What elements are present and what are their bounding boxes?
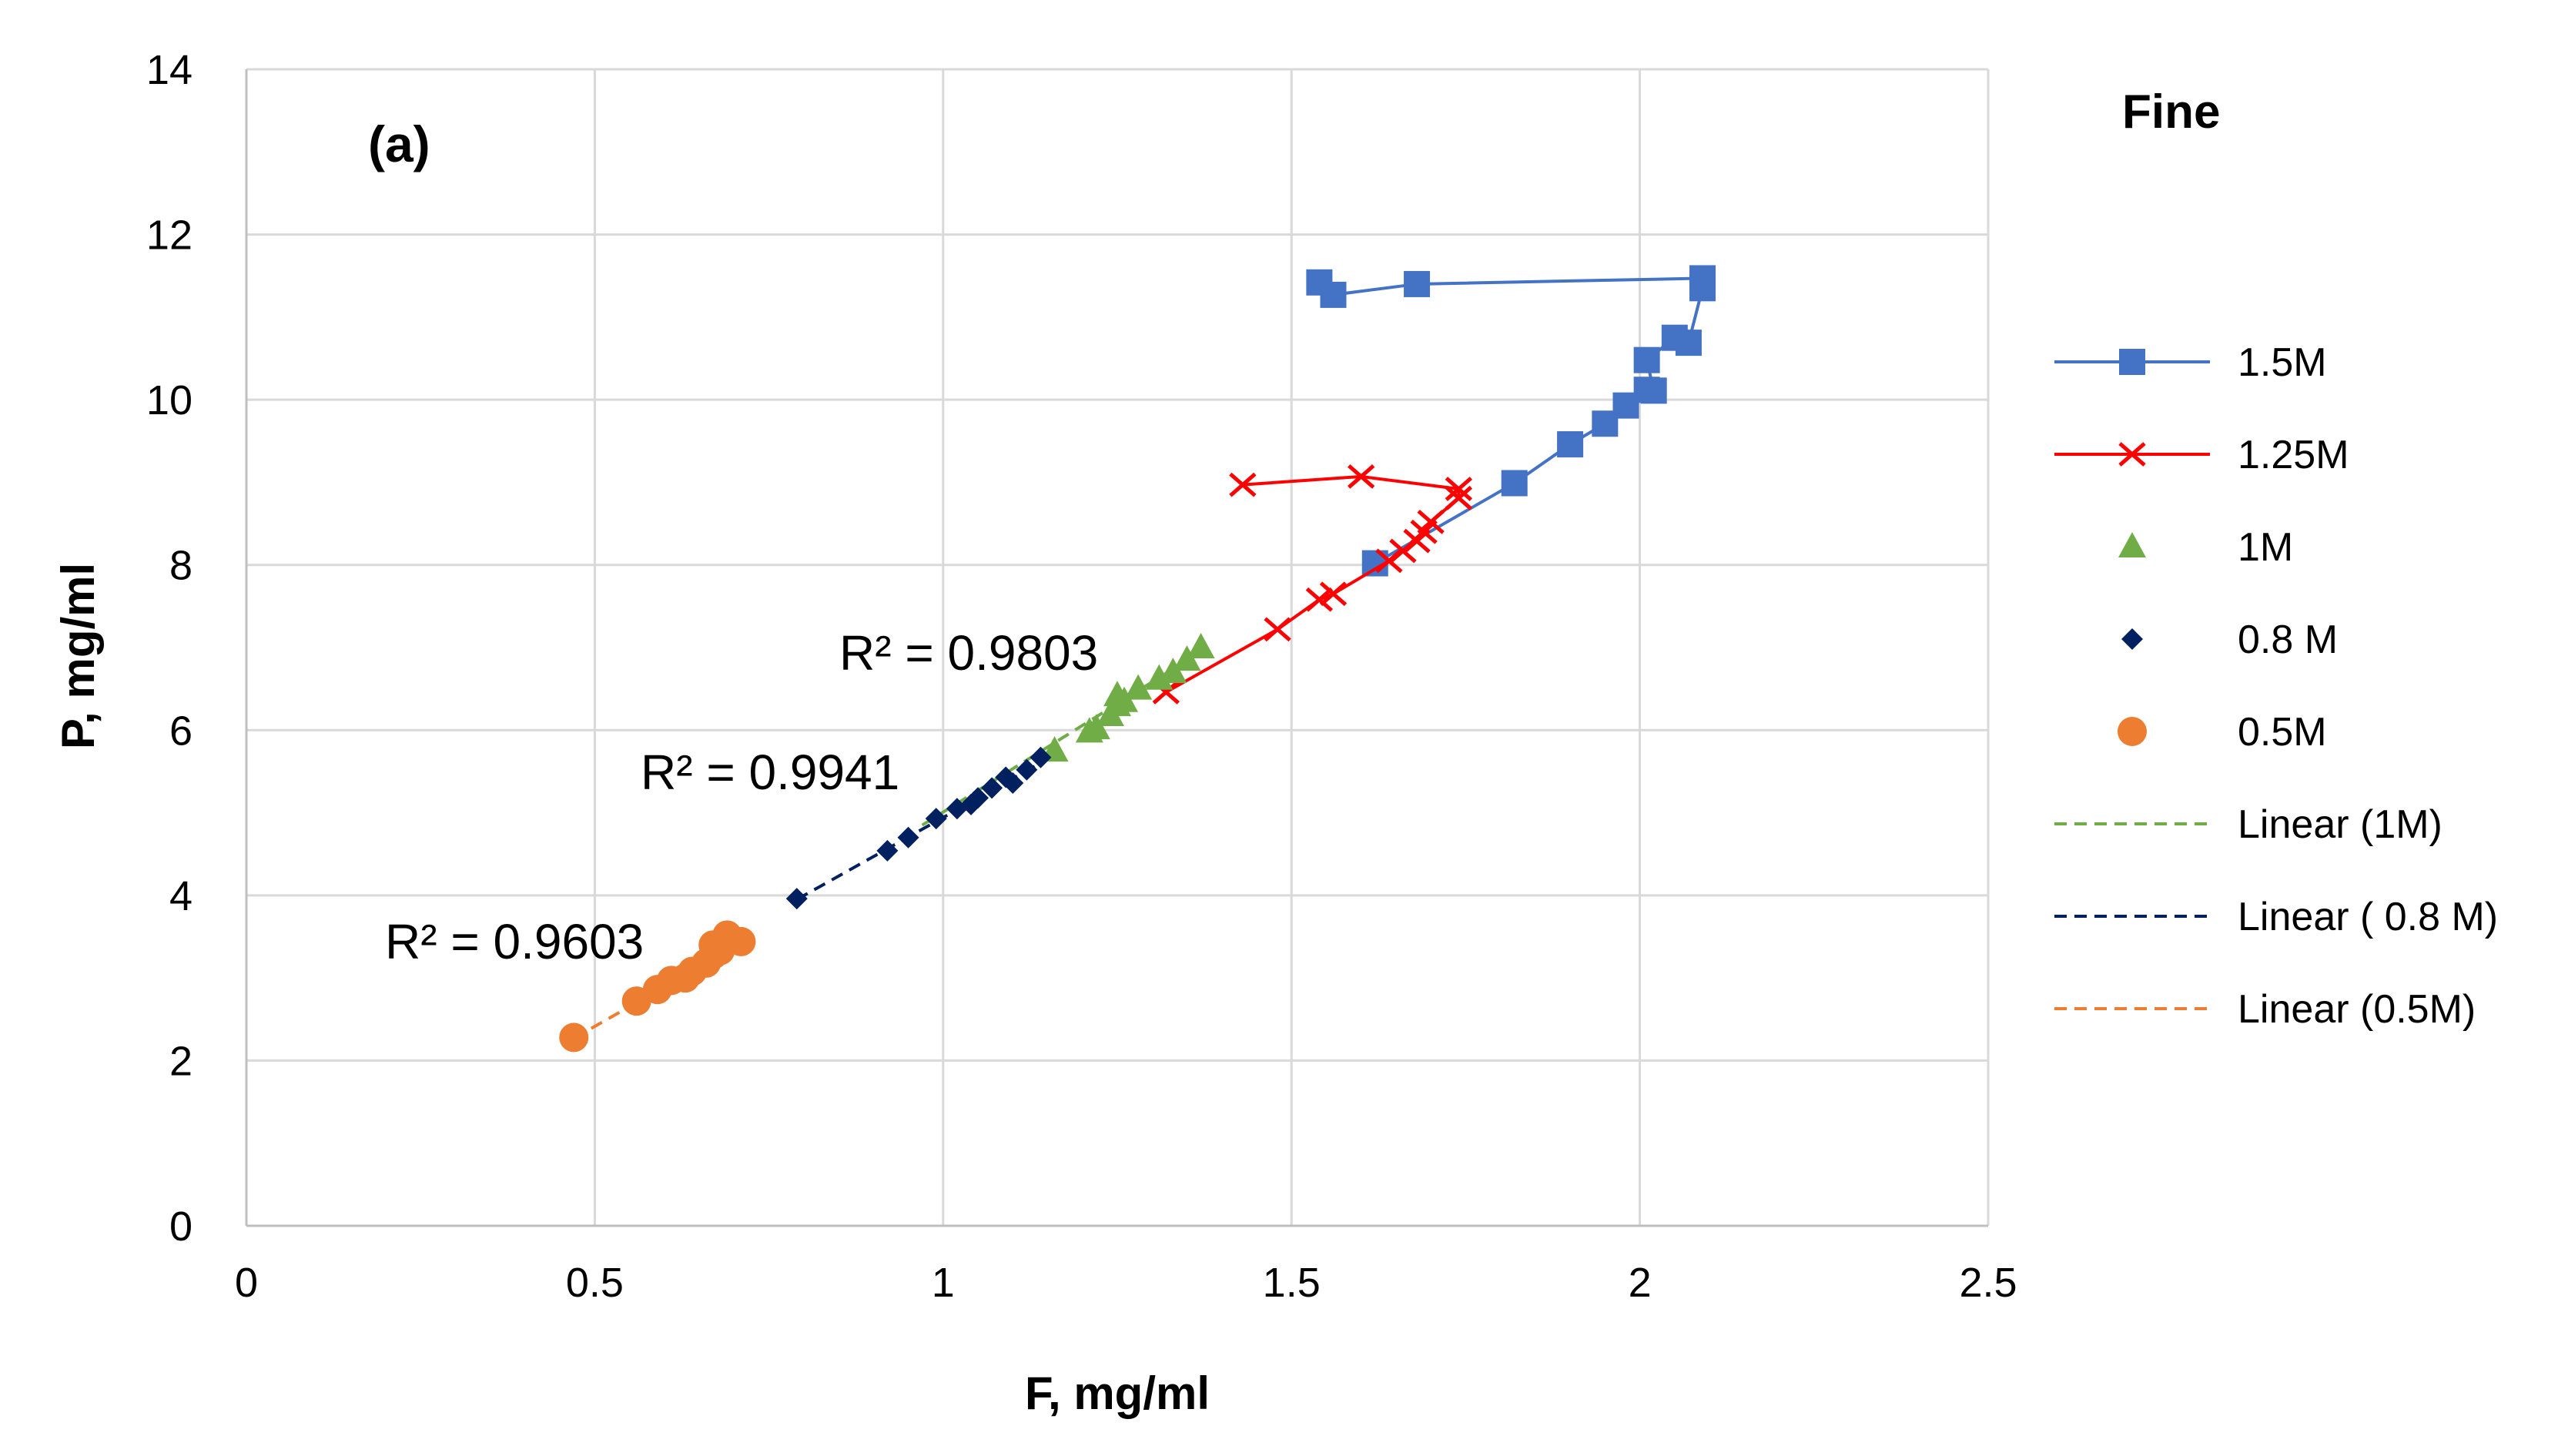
r-squared-label: R² = 0.9603 — [385, 914, 644, 969]
y-tick-label: 14 — [146, 47, 193, 93]
trendline — [921, 650, 1202, 827]
r-squared-label: R² = 0.9941 — [641, 745, 899, 800]
data-point — [925, 808, 947, 830]
y-axis-title: P, mg/ml — [52, 563, 104, 749]
y-tick-label: 0 — [169, 1203, 193, 1250]
data-point — [1404, 270, 1431, 297]
data-point — [1348, 464, 1375, 489]
data-point — [981, 777, 1003, 799]
series-group — [559, 920, 756, 1053]
data-point — [1445, 485, 1472, 510]
data-point — [1145, 664, 1174, 690]
y-tick-label: 10 — [146, 377, 193, 423]
data-point — [1082, 714, 1110, 740]
data-point — [1675, 330, 1702, 356]
x-tick-label: 1 — [932, 1260, 955, 1306]
data-point — [1002, 772, 1024, 794]
legend-swatch-marker — [2118, 717, 2147, 746]
data-point — [1445, 477, 1472, 501]
data-point — [876, 839, 899, 862]
legend-swatch-marker — [2121, 628, 2143, 650]
y-tick-label: 12 — [146, 213, 193, 259]
data-point — [1173, 645, 1201, 671]
x-tick-label: 1.5 — [1263, 1260, 1321, 1306]
panel-label: (a) — [368, 115, 430, 172]
x-tick-label: 2 — [1629, 1260, 1652, 1306]
y-tick-label: 6 — [169, 708, 193, 754]
series-group — [1306, 265, 1716, 577]
legend-title: Fine — [2122, 85, 2220, 139]
data-point — [967, 787, 989, 809]
legend-label: 1.5M — [2238, 340, 2327, 385]
gridlines — [246, 68, 1990, 1226]
data-point — [1110, 686, 1139, 712]
data-point — [559, 1023, 589, 1053]
legend-label: 0.8 M — [2238, 618, 2338, 662]
series-group — [785, 746, 1052, 910]
legend-swatch-marker — [2118, 532, 2146, 557]
x-tick-label: 0 — [235, 1260, 258, 1306]
data-point — [897, 826, 919, 848]
data-point — [1557, 431, 1584, 458]
data-point — [1640, 377, 1667, 404]
x-axis-title: F, mg/ml — [1025, 1367, 1210, 1419]
data-point — [1501, 470, 1528, 497]
data-point — [1016, 758, 1038, 781]
data-point — [785, 888, 808, 910]
trendline — [795, 758, 1049, 901]
y-tick-label: 4 — [169, 873, 193, 919]
y-tick-label: 2 — [169, 1038, 193, 1084]
tick-labels: 0 0.5 1 1.5 2 2.5 0 2 4 6 8 10 12 14 — [146, 47, 2017, 1306]
data-point — [1319, 581, 1348, 607]
y-tick-label: 8 — [169, 543, 193, 589]
legend-swatch-marker — [2118, 442, 2146, 467]
data-point — [1159, 658, 1187, 684]
data-point — [726, 926, 756, 956]
data-point — [1229, 472, 1257, 497]
data-point — [1633, 346, 1660, 373]
data-point — [1305, 587, 1334, 612]
legend-label: Linear (0.5M) — [2238, 987, 2476, 1032]
x-tick-label: 2.5 — [1959, 1260, 2017, 1306]
data-point — [1306, 269, 1333, 296]
data-point — [1264, 617, 1291, 642]
legend-label: 1.25M — [2238, 433, 2349, 477]
data-point — [1124, 674, 1153, 700]
series-group — [1040, 633, 1215, 762]
legend-label: 1M — [2238, 525, 2293, 570]
data-point — [1689, 265, 1716, 292]
legend: Fine 1.5M 1.25M 1M 0.8 M 0.5M Linear (1M) Lin… — [2054, 85, 2498, 1032]
x-tick-label: 0.5 — [566, 1260, 624, 1306]
axes — [245, 69, 1988, 1227]
legend-label: Linear ( 0.8 M) — [2238, 895, 2498, 939]
legend-label: 0.5M — [2238, 710, 2327, 755]
series-group — [1152, 464, 1472, 705]
r-squared-label: R² = 0.9803 — [839, 625, 1098, 681]
r-squared-annotations: R² = 0.9803 R² = 0.9941 R² = 0.9603 — [385, 625, 1098, 969]
legend-swatch-marker — [2119, 349, 2145, 375]
data-point — [1187, 633, 1215, 658]
plot-area — [559, 265, 1716, 1053]
legend-label: Linear (1M) — [2238, 802, 2442, 847]
data-point — [1417, 510, 1445, 534]
data-point — [1030, 746, 1052, 768]
